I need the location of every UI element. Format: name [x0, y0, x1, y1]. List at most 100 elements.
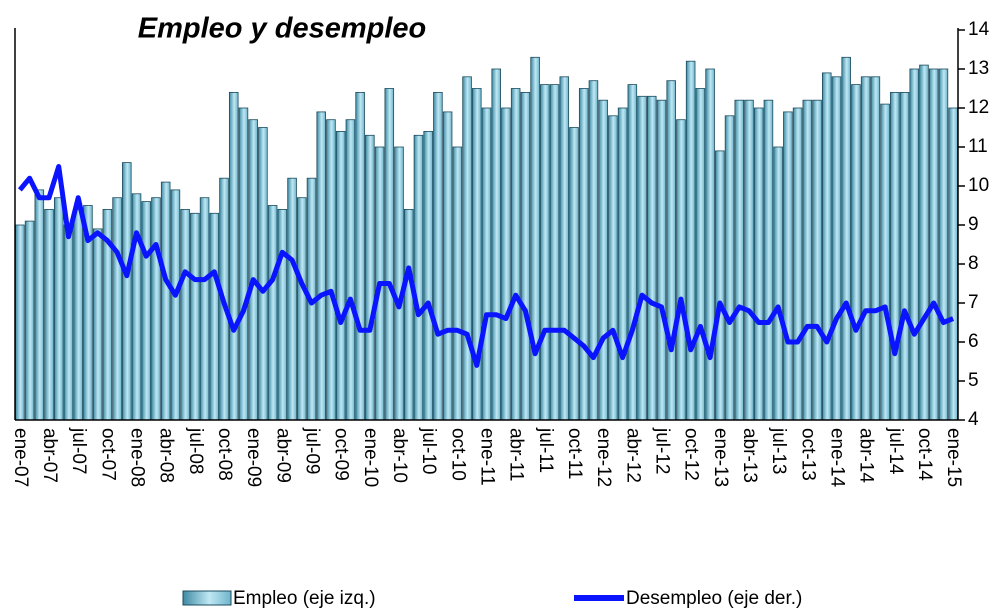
x-tick-label: jul-14	[885, 427, 906, 475]
bar	[248, 119, 258, 421]
y2-tick-label: 10	[968, 175, 989, 196]
bar	[715, 150, 725, 421]
bar	[617, 107, 628, 421]
bar	[112, 197, 122, 421]
bar	[413, 134, 424, 421]
bar	[578, 88, 589, 421]
bar	[812, 99, 822, 421]
x-tick-label: ene-07	[10, 428, 31, 487]
bar	[685, 60, 696, 421]
bar	[510, 88, 521, 421]
bar	[608, 115, 618, 421]
bar	[802, 99, 813, 421]
y2-tick-label: 5	[968, 370, 979, 391]
bar	[24, 220, 35, 421]
bar	[199, 197, 210, 421]
x-tick-label: ene-15	[943, 428, 964, 487]
y2-tick-label: 8	[968, 253, 979, 274]
bar	[15, 224, 25, 421]
bar	[442, 111, 453, 421]
x-tick-label: oct-14	[914, 428, 935, 481]
bar	[384, 88, 395, 421]
x-tick-label: jul-07	[68, 427, 89, 474]
bar	[365, 134, 375, 421]
bar	[744, 99, 754, 421]
x-tick-label: oct-11	[564, 428, 585, 479]
bar	[792, 107, 803, 421]
bar	[938, 68, 949, 421]
bar	[403, 208, 414, 421]
bar	[656, 99, 667, 421]
x-tick-label: ene-10	[360, 428, 381, 487]
bar	[647, 95, 657, 421]
bar	[462, 76, 472, 421]
legend-label: Empleo (eje izq.)	[233, 588, 376, 609]
bar	[928, 68, 939, 421]
bar	[860, 76, 871, 421]
bar	[676, 119, 686, 421]
bar	[890, 92, 900, 421]
x-tick-label: ene-11	[476, 428, 497, 486]
y2-tick-label: 13	[968, 58, 989, 79]
x-tick-label: oct-07	[97, 428, 118, 481]
bar	[530, 56, 540, 421]
bar	[948, 107, 958, 421]
bar	[267, 205, 278, 421]
legend-swatch	[182, 590, 232, 606]
bar	[141, 201, 152, 421]
bar	[277, 208, 288, 421]
chart-title: Empleo y desempleo	[138, 13, 427, 45]
bar	[520, 92, 531, 421]
y2-tick-label: 11	[968, 136, 988, 157]
bar	[355, 92, 365, 421]
bar	[258, 127, 268, 421]
bar	[637, 95, 647, 421]
bar	[909, 68, 920, 421]
bar	[773, 146, 783, 421]
x-tick-label: abr-08	[156, 428, 177, 483]
bar	[491, 68, 501, 421]
bar	[63, 224, 74, 421]
bar	[831, 76, 842, 421]
bar	[501, 107, 511, 421]
bar	[821, 72, 832, 421]
x-tick-label: jul-09	[301, 427, 322, 474]
bar	[170, 189, 181, 421]
bar	[783, 111, 793, 421]
y2-tick-label: 4	[968, 409, 979, 430]
bar	[899, 92, 910, 421]
x-tick-label: abr-13	[739, 428, 760, 483]
x-tick-label: abr-07	[39, 428, 60, 483]
x-tick-label: abr-14	[856, 428, 877, 483]
bar	[423, 130, 433, 421]
bar	[540, 84, 550, 421]
bar	[870, 76, 881, 421]
bar	[919, 64, 929, 421]
bar	[345, 119, 356, 421]
legend-label: Desempleo (eje der.)	[626, 588, 802, 609]
bar	[131, 193, 142, 421]
bar	[53, 197, 64, 421]
bar	[122, 162, 132, 421]
x-tick-label: abr-11	[506, 428, 527, 482]
bar	[880, 103, 890, 421]
bar	[841, 56, 851, 421]
x-tick-label: ene-13	[710, 428, 731, 487]
y2-tick-label: 12	[968, 97, 989, 118]
x-tick-label: oct-12	[681, 428, 702, 481]
bar	[297, 197, 307, 421]
x-tick-label: jul-13	[768, 427, 789, 474]
bar	[549, 84, 560, 421]
line	[17, 164, 955, 368]
bar	[472, 88, 482, 421]
bar	[598, 99, 608, 421]
x-tick-label: jul-10	[418, 427, 439, 474]
x-tick-label: oct-08	[214, 428, 235, 481]
bar	[569, 127, 579, 421]
bar	[326, 119, 336, 421]
bar	[92, 228, 103, 421]
bar	[753, 107, 764, 421]
bar	[316, 111, 326, 421]
bar	[481, 107, 492, 421]
x-tick-label: ene-14	[826, 428, 847, 488]
